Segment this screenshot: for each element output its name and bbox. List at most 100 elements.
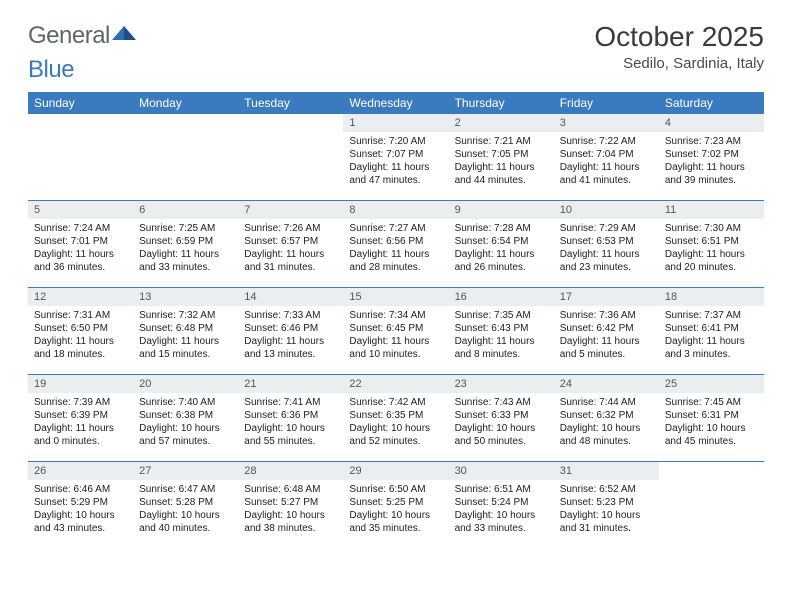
day-number: 5 bbox=[28, 201, 133, 219]
logo: General bbox=[28, 22, 140, 50]
calendar-day-cell bbox=[659, 461, 764, 548]
day-number: 27 bbox=[133, 462, 238, 480]
calendar-day-cell: 17Sunrise: 7:36 AMSunset: 6:42 PMDayligh… bbox=[554, 287, 659, 374]
day-number: 12 bbox=[28, 288, 133, 306]
day-number: 21 bbox=[238, 375, 343, 393]
day-details: Sunrise: 7:39 AMSunset: 6:39 PMDaylight:… bbox=[28, 393, 133, 452]
logo-mark-icon bbox=[112, 26, 140, 46]
calendar-day-cell: 29Sunrise: 6:50 AMSunset: 5:25 PMDayligh… bbox=[343, 461, 448, 548]
day-details: Sunrise: 7:42 AMSunset: 6:35 PMDaylight:… bbox=[343, 393, 448, 452]
logo-text-blue: Blue bbox=[28, 56, 74, 84]
calendar-day-cell: 26Sunrise: 6:46 AMSunset: 5:29 PMDayligh… bbox=[28, 461, 133, 548]
day-number: 13 bbox=[133, 288, 238, 306]
day-details: Sunrise: 6:51 AMSunset: 5:24 PMDaylight:… bbox=[449, 480, 554, 539]
day-details: Sunrise: 7:25 AMSunset: 6:59 PMDaylight:… bbox=[133, 219, 238, 278]
day-number: 7 bbox=[238, 201, 343, 219]
day-number: 31 bbox=[554, 462, 659, 480]
month-title: October 2025 bbox=[594, 22, 764, 53]
day-number: 24 bbox=[554, 375, 659, 393]
day-number bbox=[238, 114, 343, 132]
calendar-day-cell: 5Sunrise: 7:24 AMSunset: 7:01 PMDaylight… bbox=[28, 200, 133, 287]
day-number: 30 bbox=[449, 462, 554, 480]
calendar-day-cell: 31Sunrise: 6:52 AMSunset: 5:23 PMDayligh… bbox=[554, 461, 659, 548]
day-number: 3 bbox=[554, 114, 659, 132]
calendar-week-row: 12Sunrise: 7:31 AMSunset: 6:50 PMDayligh… bbox=[28, 287, 764, 374]
calendar-week-row: 19Sunrise: 7:39 AMSunset: 6:39 PMDayligh… bbox=[28, 374, 764, 461]
day-details: Sunrise: 7:45 AMSunset: 6:31 PMDaylight:… bbox=[659, 393, 764, 452]
day-number: 19 bbox=[28, 375, 133, 393]
day-number bbox=[659, 462, 764, 480]
day-details: Sunrise: 6:50 AMSunset: 5:25 PMDaylight:… bbox=[343, 480, 448, 539]
day-number: 28 bbox=[238, 462, 343, 480]
day-number: 8 bbox=[343, 201, 448, 219]
calendar-day-cell: 8Sunrise: 7:27 AMSunset: 6:56 PMDaylight… bbox=[343, 200, 448, 287]
calendar-day-cell: 2Sunrise: 7:21 AMSunset: 7:05 PMDaylight… bbox=[449, 114, 554, 201]
day-number: 10 bbox=[554, 201, 659, 219]
calendar-day-cell: 3Sunrise: 7:22 AMSunset: 7:04 PMDaylight… bbox=[554, 114, 659, 201]
day-details: Sunrise: 7:30 AMSunset: 6:51 PMDaylight:… bbox=[659, 219, 764, 278]
day-number: 9 bbox=[449, 201, 554, 219]
day-number: 22 bbox=[343, 375, 448, 393]
weekday-header: Thursday bbox=[449, 92, 554, 114]
day-number: 4 bbox=[659, 114, 764, 132]
calendar-day-cell: 18Sunrise: 7:37 AMSunset: 6:41 PMDayligh… bbox=[659, 287, 764, 374]
calendar-day-cell: 23Sunrise: 7:43 AMSunset: 6:33 PMDayligh… bbox=[449, 374, 554, 461]
day-details: Sunrise: 6:48 AMSunset: 5:27 PMDaylight:… bbox=[238, 480, 343, 539]
calendar-day-cell: 9Sunrise: 7:28 AMSunset: 6:54 PMDaylight… bbox=[449, 200, 554, 287]
day-number: 2 bbox=[449, 114, 554, 132]
calendar-day-cell: 28Sunrise: 6:48 AMSunset: 5:27 PMDayligh… bbox=[238, 461, 343, 548]
day-details: Sunrise: 6:52 AMSunset: 5:23 PMDaylight:… bbox=[554, 480, 659, 539]
day-details: Sunrise: 7:21 AMSunset: 7:05 PMDaylight:… bbox=[449, 132, 554, 191]
weekday-header: Sunday bbox=[28, 92, 133, 114]
calendar-day-cell: 10Sunrise: 7:29 AMSunset: 6:53 PMDayligh… bbox=[554, 200, 659, 287]
calendar-day-cell: 24Sunrise: 7:44 AMSunset: 6:32 PMDayligh… bbox=[554, 374, 659, 461]
calendar-day-cell: 11Sunrise: 7:30 AMSunset: 6:51 PMDayligh… bbox=[659, 200, 764, 287]
day-details: Sunrise: 7:32 AMSunset: 6:48 PMDaylight:… bbox=[133, 306, 238, 365]
calendar-day-cell: 27Sunrise: 6:47 AMSunset: 5:28 PMDayligh… bbox=[133, 461, 238, 548]
day-details: Sunrise: 7:28 AMSunset: 6:54 PMDaylight:… bbox=[449, 219, 554, 278]
calendar-week-row: 5Sunrise: 7:24 AMSunset: 7:01 PMDaylight… bbox=[28, 200, 764, 287]
calendar-day-cell: 19Sunrise: 7:39 AMSunset: 6:39 PMDayligh… bbox=[28, 374, 133, 461]
weekday-header: Wednesday bbox=[343, 92, 448, 114]
day-number: 16 bbox=[449, 288, 554, 306]
day-details: Sunrise: 7:34 AMSunset: 6:45 PMDaylight:… bbox=[343, 306, 448, 365]
title-block: October 2025 Sedilo, Sardinia, Italy bbox=[594, 22, 764, 72]
day-details: Sunrise: 7:44 AMSunset: 6:32 PMDaylight:… bbox=[554, 393, 659, 452]
calendar-body: 1Sunrise: 7:20 AMSunset: 7:07 PMDaylight… bbox=[28, 114, 764, 548]
day-details: Sunrise: 7:22 AMSunset: 7:04 PMDaylight:… bbox=[554, 132, 659, 191]
day-number: 23 bbox=[449, 375, 554, 393]
day-number: 26 bbox=[28, 462, 133, 480]
day-details: Sunrise: 7:29 AMSunset: 6:53 PMDaylight:… bbox=[554, 219, 659, 278]
calendar-day-cell: 15Sunrise: 7:34 AMSunset: 6:45 PMDayligh… bbox=[343, 287, 448, 374]
weekday-header: Saturday bbox=[659, 92, 764, 114]
calendar-day-cell bbox=[133, 114, 238, 201]
day-details: Sunrise: 7:35 AMSunset: 6:43 PMDaylight:… bbox=[449, 306, 554, 365]
day-details: Sunrise: 7:31 AMSunset: 6:50 PMDaylight:… bbox=[28, 306, 133, 365]
day-number: 18 bbox=[659, 288, 764, 306]
calendar-day-cell: 6Sunrise: 7:25 AMSunset: 6:59 PMDaylight… bbox=[133, 200, 238, 287]
day-number: 6 bbox=[133, 201, 238, 219]
day-number: 14 bbox=[238, 288, 343, 306]
calendar-day-cell: 4Sunrise: 7:23 AMSunset: 7:02 PMDaylight… bbox=[659, 114, 764, 201]
calendar-week-row: 1Sunrise: 7:20 AMSunset: 7:07 PMDaylight… bbox=[28, 114, 764, 201]
day-number: 11 bbox=[659, 201, 764, 219]
day-details: Sunrise: 7:37 AMSunset: 6:41 PMDaylight:… bbox=[659, 306, 764, 365]
day-details: Sunrise: 7:27 AMSunset: 6:56 PMDaylight:… bbox=[343, 219, 448, 278]
location: Sedilo, Sardinia, Italy bbox=[594, 55, 764, 72]
day-number bbox=[28, 114, 133, 132]
day-number: 29 bbox=[343, 462, 448, 480]
calendar-day-cell: 7Sunrise: 7:26 AMSunset: 6:57 PMDaylight… bbox=[238, 200, 343, 287]
weekday-header-row: SundayMondayTuesdayWednesdayThursdayFrid… bbox=[28, 92, 764, 114]
calendar-day-cell: 12Sunrise: 7:31 AMSunset: 6:50 PMDayligh… bbox=[28, 287, 133, 374]
calendar-day-cell: 20Sunrise: 7:40 AMSunset: 6:38 PMDayligh… bbox=[133, 374, 238, 461]
day-details: Sunrise: 7:24 AMSunset: 7:01 PMDaylight:… bbox=[28, 219, 133, 278]
day-number: 15 bbox=[343, 288, 448, 306]
day-details: Sunrise: 6:47 AMSunset: 5:28 PMDaylight:… bbox=[133, 480, 238, 539]
day-number bbox=[133, 114, 238, 132]
logo-text-general: General bbox=[28, 22, 110, 50]
weekday-header: Tuesday bbox=[238, 92, 343, 114]
calendar-day-cell: 16Sunrise: 7:35 AMSunset: 6:43 PMDayligh… bbox=[449, 287, 554, 374]
calendar-week-row: 26Sunrise: 6:46 AMSunset: 5:29 PMDayligh… bbox=[28, 461, 764, 548]
day-details: Sunrise: 7:43 AMSunset: 6:33 PMDaylight:… bbox=[449, 393, 554, 452]
weekday-header: Friday bbox=[554, 92, 659, 114]
